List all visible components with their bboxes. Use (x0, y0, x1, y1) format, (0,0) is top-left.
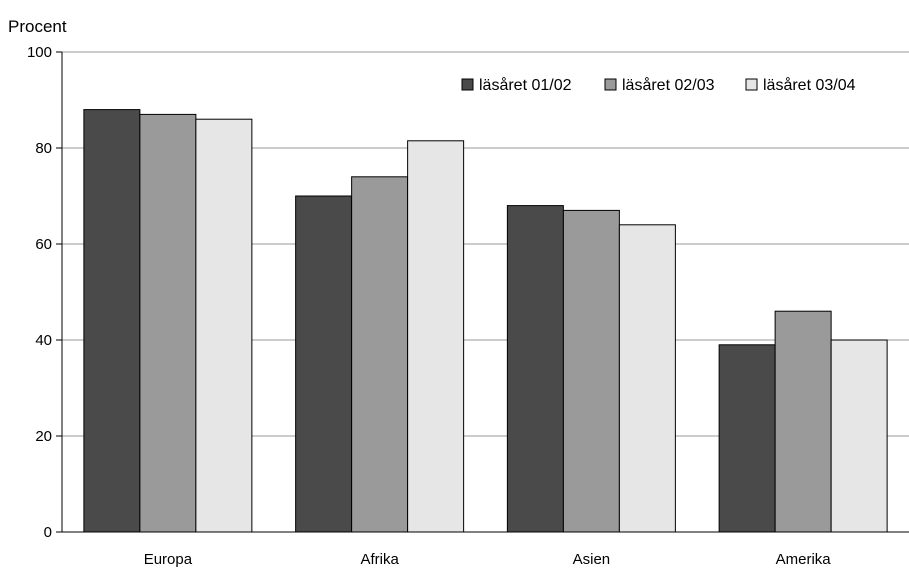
y-tick-label: 0 (44, 524, 52, 541)
bar (139, 113, 197, 533)
legend-label: läsåret 02/03 (622, 76, 715, 94)
x-category-label: Afrika (360, 551, 399, 568)
bar (830, 339, 888, 533)
bar (83, 109, 141, 533)
x-category-label: Europa (144, 551, 193, 568)
legend-label: läsåret 03/04 (763, 76, 856, 94)
y-tick-label: 80 (35, 140, 52, 157)
bar (618, 224, 676, 533)
y-tick-label: 100 (27, 44, 52, 61)
bar (351, 176, 409, 533)
y-tick-label: 40 (35, 332, 52, 349)
bar (295, 195, 353, 533)
legend-label: läsåret 01/02 (479, 76, 572, 94)
legend-swatch (604, 78, 617, 91)
x-category-label: Amerika (776, 551, 832, 568)
x-category-label: Asien (573, 551, 611, 568)
bar (718, 344, 776, 533)
bar (506, 205, 564, 533)
y-tick-label: 20 (35, 428, 52, 445)
bar (562, 209, 620, 533)
y-axis-title: Procent (8, 17, 67, 36)
y-tick-label: 60 (35, 236, 52, 253)
bar (195, 118, 253, 533)
bar (407, 140, 465, 533)
legend-swatch (461, 78, 474, 91)
legend-swatch (745, 78, 758, 91)
bar (774, 310, 832, 533)
